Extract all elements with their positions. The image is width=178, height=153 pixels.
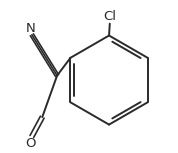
Text: N: N	[26, 22, 36, 35]
Text: Cl: Cl	[103, 10, 116, 23]
Text: O: O	[25, 137, 36, 150]
